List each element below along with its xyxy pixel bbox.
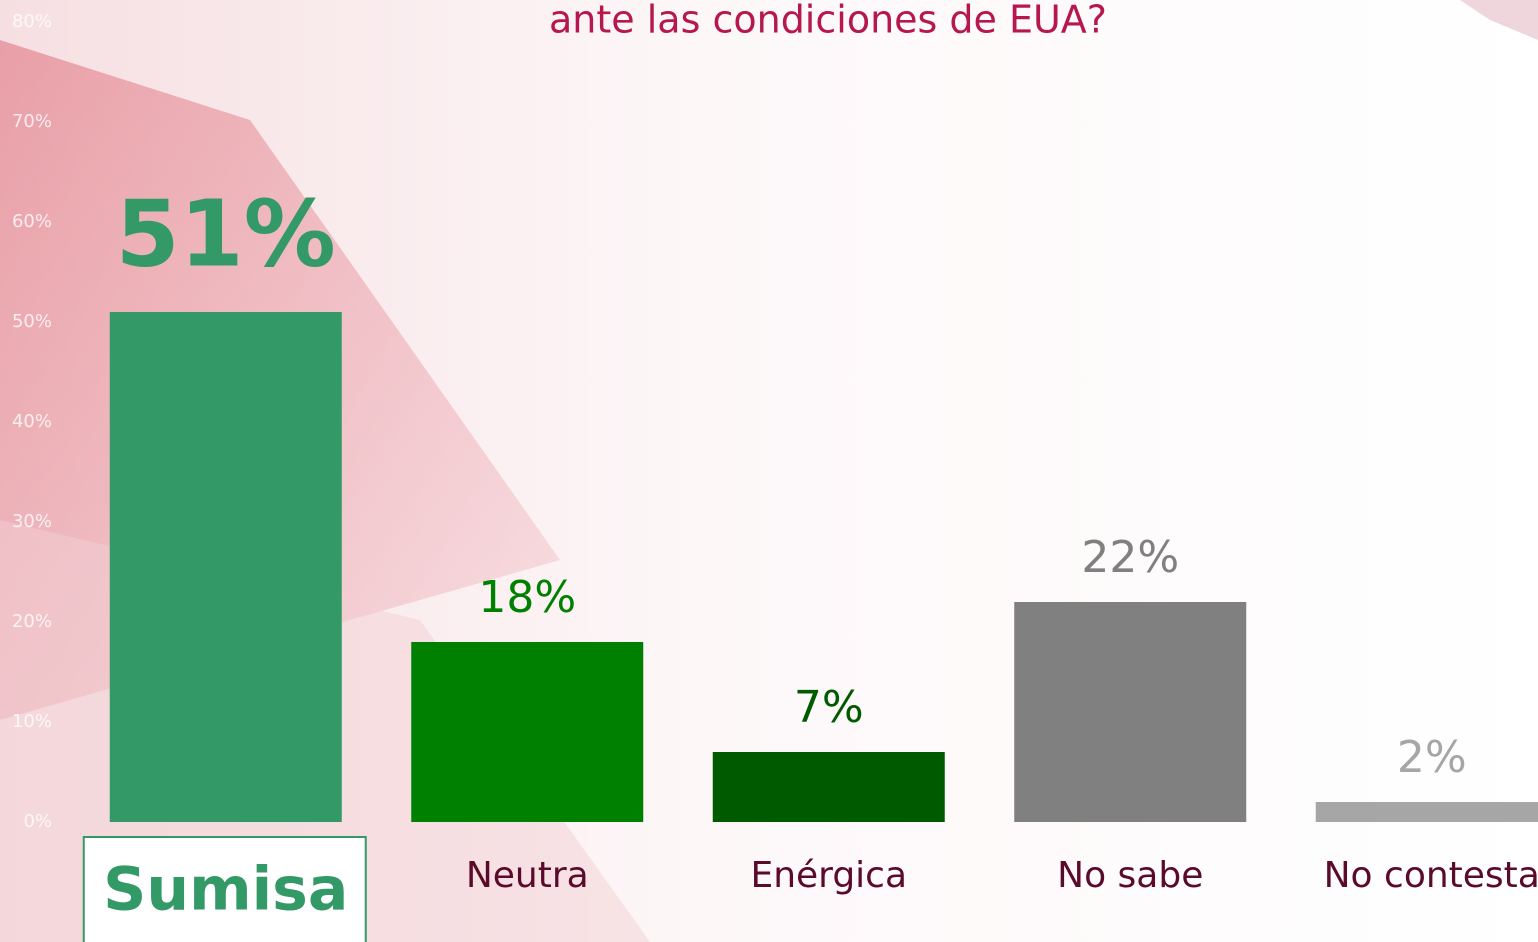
y-tick-label: 70% — [12, 111, 52, 132]
x-tick-label: No sabe — [1057, 855, 1203, 896]
bar — [712, 752, 945, 822]
y-tick-label: 20% — [12, 611, 52, 632]
x-tick-label: Neutra — [466, 855, 589, 896]
value-label: 18% — [478, 572, 576, 623]
bar — [411, 642, 644, 822]
x-tick-label: Enérgica — [750, 855, 907, 896]
highlight-box — [82, 836, 367, 942]
bar — [109, 312, 342, 822]
value-label: 7% — [794, 682, 864, 733]
value-label: 22% — [1081, 532, 1179, 583]
bar — [1014, 602, 1247, 822]
y-tick-label: 60% — [12, 211, 52, 232]
y-tick-label: 80% — [12, 11, 52, 32]
y-tick-label: 30% — [12, 511, 52, 532]
y-tick-label: 10% — [12, 711, 52, 732]
chart-title: ante las condiciones de EUA? — [549, 0, 1107, 42]
decor-corner — [1460, 0, 1538, 40]
y-tick-label: 40% — [12, 411, 52, 432]
x-tick-label: Sumisa — [103, 855, 348, 925]
value-label: 2% — [1397, 732, 1467, 783]
bar — [1315, 802, 1538, 822]
value-label: 51% — [116, 180, 336, 287]
y-tick-label: 50% — [12, 311, 52, 332]
x-tick-label: No contesta — [1324, 855, 1538, 896]
y-tick-label: 0% — [23, 811, 52, 832]
